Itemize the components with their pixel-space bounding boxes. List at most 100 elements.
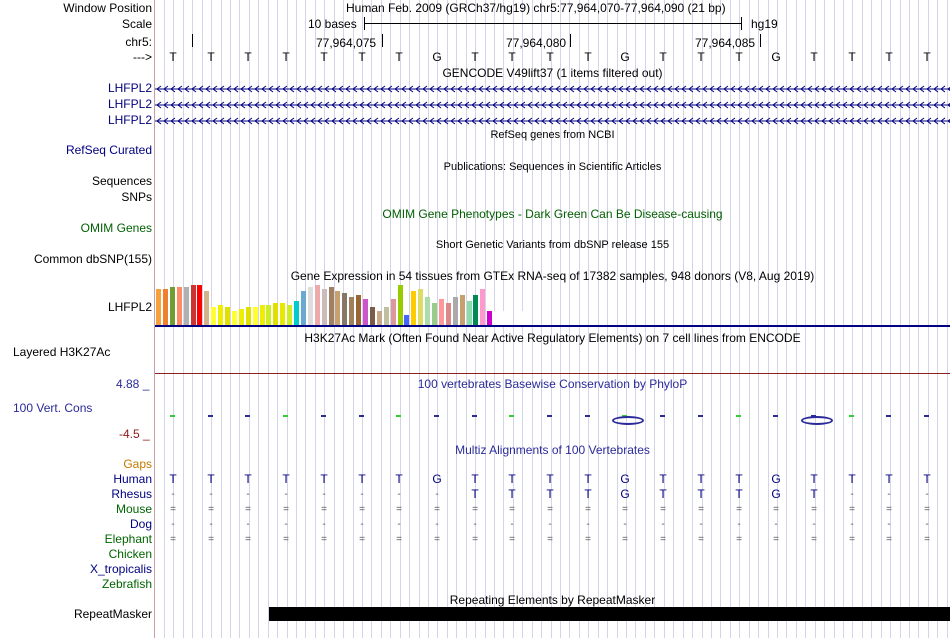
gtex-tissue-bar[interactable] — [328, 287, 334, 325]
gtex-tissue-bar[interactable] — [176, 287, 182, 325]
publications-snps-label[interactable]: SNPs — [121, 190, 152, 204]
gtex-tissue-bar[interactable] — [459, 295, 465, 325]
gencode-track-title[interactable]: GENCODE V49lift37 (1 items filtered out) — [442, 66, 663, 80]
gtex-tissue-bar[interactable] — [225, 307, 230, 325]
gtex-tissue-bar[interactable] — [252, 307, 258, 325]
h3k27ac-track-label[interactable]: Layered H3K27Ac — [13, 345, 111, 359]
repeatmasker-track-label[interactable]: RepeatMasker — [73, 607, 152, 621]
multiz-species-label[interactable]: Zebrafish — [101, 577, 152, 591]
gencode-transcript-label[interactable]: LHFPL2 — [107, 113, 152, 127]
gtex-tissue-bar[interactable] — [211, 307, 217, 325]
multiz-species-label[interactable]: Elephant — [104, 532, 152, 546]
refseq-track-label[interactable]: RefSeq Curated — [65, 143, 152, 157]
refseq-track-title[interactable]: RefSeq genes from NCBI — [490, 129, 615, 141]
gtex-tissue-bar[interactable] — [356, 295, 362, 325]
gtex-tissue-bar[interactable] — [287, 305, 293, 325]
multiz-species-label[interactable]: Dog — [129, 517, 152, 531]
gtex-tissue-bar[interactable] — [245, 307, 251, 325]
intron-arrow — [254, 117, 260, 125]
gtex-tissue-bar[interactable] — [169, 287, 175, 325]
multiz-species-label[interactable]: Mouse — [115, 502, 152, 516]
multiz-base: = — [434, 504, 440, 515]
multiz-base: = — [811, 504, 817, 515]
publications-sequences-label[interactable]: Sequences — [91, 174, 152, 188]
intron-arrow — [212, 85, 218, 93]
intron-arrow — [562, 117, 568, 125]
gtex-tissue-bar[interactable] — [473, 295, 479, 325]
gtex-tissue-bar[interactable] — [342, 293, 348, 325]
gtex-tissue-bar[interactable] — [507, 311, 513, 325]
gtex-tissue-bar[interactable] — [411, 291, 417, 325]
gtex-tissue-bar[interactable] — [204, 291, 210, 325]
gtex-tissue-bar[interactable] — [501, 311, 506, 325]
gtex-tissue-bar[interactable] — [404, 315, 410, 325]
gtex-tissue-bar[interactable] — [466, 301, 472, 325]
gtex-tissue-bar[interactable] — [376, 311, 382, 325]
multiz-species-label[interactable]: Chicken — [108, 547, 152, 561]
multiz-species-label[interactable]: X_tropicalis — [89, 562, 152, 576]
gtex-tissue-bar[interactable] — [494, 311, 500, 325]
gtex-tissue-bar[interactable] — [321, 289, 327, 325]
publications-track-title[interactable]: Publications: Sequences in Scientific Ar… — [443, 161, 662, 173]
gtex-tissue-bar[interactable] — [363, 299, 368, 325]
gtex-track-label[interactable]: LHFPL2 — [107, 300, 152, 314]
gtex-tissue-bar[interactable] — [218, 305, 224, 325]
multiz-track-title[interactable]: Multiz Alignments of 100 Vertebrates — [455, 443, 650, 457]
phylop-track-label[interactable]: 100 Vert. Cons — [13, 401, 93, 415]
gtex-tissue-bar[interactable] — [238, 309, 244, 325]
gtex-tissue-bar[interactable] — [514, 311, 520, 325]
gtex-tissue-bar[interactable] — [452, 297, 458, 325]
gtex-tissue-bar[interactable] — [259, 305, 265, 325]
intron-arrow — [625, 85, 631, 93]
h3k27ac-track-title[interactable]: H3K27Ac Mark (Often Found Near Active Re… — [304, 331, 801, 345]
gtex-tissue-bar[interactable] — [487, 311, 493, 325]
multiz-species-label[interactable]: Rhesus — [111, 487, 152, 501]
gtex-tissue-bar[interactable] — [480, 289, 486, 325]
gtex-tissue-bar[interactable] — [273, 303, 279, 325]
gtex-tissue-bar[interactable] — [183, 287, 189, 325]
multiz-species-label[interactable]: Human — [113, 472, 152, 486]
gtex-tissue-bar[interactable] — [418, 289, 424, 325]
gencode-transcript-intron[interactable] — [155, 84, 950, 94]
gtex-tissue-bar[interactable] — [445, 303, 451, 325]
gtex-tissue-bar[interactable] — [349, 297, 355, 325]
multiz-gaps-label[interactable]: Gaps — [123, 457, 152, 471]
omim-track-label[interactable]: OMIM Genes — [80, 221, 152, 235]
gtex-tissue-bar[interactable] — [307, 287, 313, 325]
intron-arrow — [233, 117, 239, 125]
phylop-track-title[interactable]: 100 vertebrates Basewise Conservation by… — [417, 377, 688, 391]
gtex-tissue-bar[interactable] — [266, 305, 272, 325]
gtex-tissue-bar[interactable] — [521, 311, 527, 325]
repeatmasker-element[interactable] — [269, 607, 950, 621]
base-letter: T — [810, 50, 818, 64]
gtex-tissue-bar[interactable] — [190, 285, 196, 325]
gtex-tissue-bar[interactable] — [314, 285, 320, 325]
gtex-tissue-bar[interactable] — [369, 307, 375, 325]
intron-arrow — [478, 101, 484, 109]
gtex-tissue-bar[interactable] — [300, 291, 306, 325]
gtex-tissue-bar[interactable] — [294, 301, 299, 325]
gtex-tissue-bar[interactable] — [438, 299, 444, 325]
gtex-tissue-bar[interactable] — [335, 291, 341, 325]
repeatmasker-track-title[interactable]: Repeating Elements by RepeatMasker — [449, 593, 656, 607]
gtex-tissue-bar[interactable] — [397, 285, 403, 325]
gtex-tissue-bar[interactable] — [280, 303, 286, 325]
gtex-tissue-bar[interactable] — [425, 297, 431, 325]
multiz-base: T — [885, 472, 893, 486]
gtex-tissue-bar[interactable] — [390, 299, 396, 325]
gtex-tissue-bar[interactable] — [197, 285, 203, 325]
gencode-transcript-intron[interactable] — [155, 100, 950, 110]
gtex-tissue-bar[interactable] — [432, 303, 437, 325]
omim-track-title[interactable]: OMIM Gene Phenotypes - Dark Green Can Be… — [382, 207, 723, 221]
gtex-track-title[interactable]: Gene Expression in 54 tissues from GTEx … — [290, 269, 815, 283]
dbsnp-track-label[interactable]: Common dbSNP(155) — [33, 252, 152, 266]
gtex-tissue-bar[interactable] — [162, 289, 168, 325]
gencode-transcript-label[interactable]: LHFPL2 — [107, 97, 152, 111]
gtex-tissue-bar[interactable] — [156, 289, 161, 325]
gtex-tissue-bar[interactable] — [231, 311, 237, 325]
gtex-tissue-bar[interactable] — [383, 307, 389, 325]
gencode-transcript-label[interactable]: LHFPL2 — [107, 81, 152, 95]
dbsnp-track-title[interactable]: Short Genetic Variants from dbSNP releas… — [435, 239, 670, 251]
gencode-transcript-intron[interactable] — [155, 116, 950, 126]
